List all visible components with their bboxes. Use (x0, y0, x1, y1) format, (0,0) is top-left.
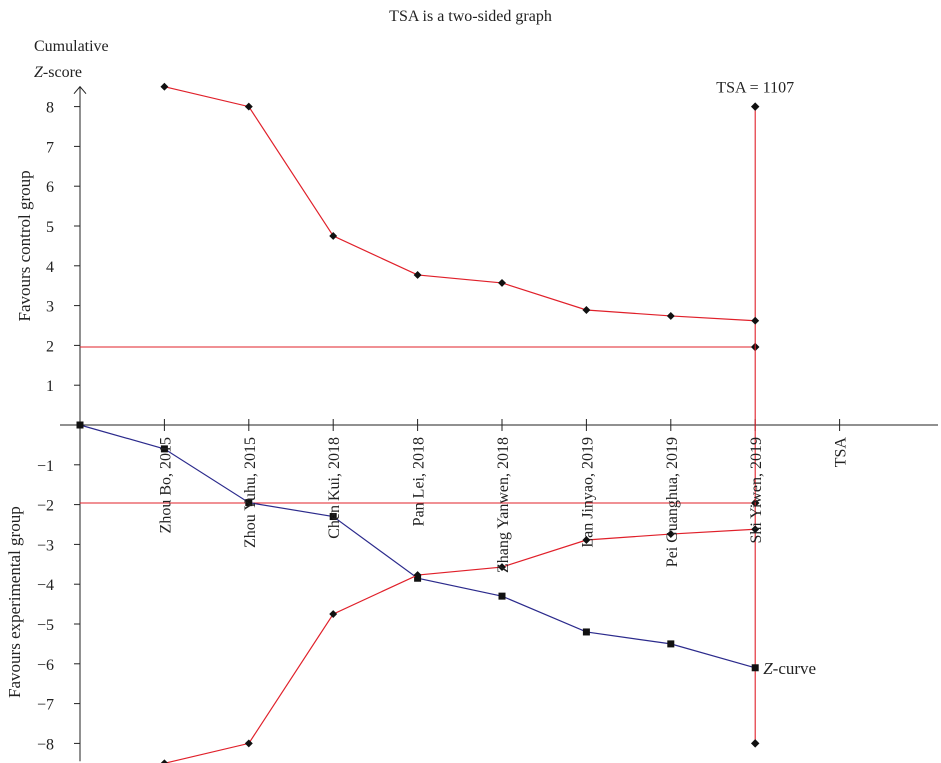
monitoring-boundary-line (164, 528, 756, 763)
y-tick-label: −8 (37, 736, 54, 753)
boundary-point (160, 82, 169, 91)
y-tick-label: −7 (37, 697, 54, 714)
y-tick-label: 2 (46, 338, 54, 355)
boundary-point (160, 759, 169, 763)
x-category-label: Lan Jinyao, 2019 (579, 437, 596, 548)
x-category-label: TSA (833, 437, 850, 468)
z-curve-point (329, 513, 337, 521)
boundary-point (413, 270, 422, 279)
y-tick-label: 6 (46, 179, 54, 196)
boundary-point (666, 311, 675, 320)
boundary-point (329, 610, 338, 619)
boundary-point (751, 316, 760, 325)
z-curve-point (751, 664, 759, 672)
x-category-label: Chen Kui, 2018 (326, 437, 343, 539)
y-tick-label: 8 (46, 100, 54, 117)
y-axis-lower-label: Favours experimental group (5, 506, 24, 698)
tsa-end-marker (750, 102, 760, 111)
boundary-point (244, 102, 253, 111)
y-tick-label: 3 (46, 299, 54, 316)
y-tick-label: −2 (37, 498, 54, 515)
boundary-point (582, 536, 591, 544)
boundary-point (244, 739, 253, 748)
y-tick-label: 4 (46, 259, 54, 276)
y-axis-top-label-line2: Z-score (34, 60, 109, 86)
tsa-label: TSA = 1107 (716, 80, 794, 97)
x-category-label: Zhou Yuhu, 2015 (242, 437, 259, 548)
z-curve-point (160, 445, 168, 453)
z-curve-point (582, 628, 590, 636)
y-tick-label: −6 (37, 657, 54, 674)
y-axis-top-label-line1: Cumulative (34, 38, 109, 55)
z-curve-label-rest: -curve (773, 659, 816, 678)
chart-title: TSA is a two-sided graph (389, 8, 552, 25)
x-category-label: Shi Yiwen, 2019 (748, 437, 765, 544)
y-axis-score-text: -score (42, 64, 82, 81)
y-tick-label: −5 (37, 617, 54, 634)
x-category-label: Pei Guanghua, 2019 (664, 437, 681, 567)
z-curve-point (667, 640, 675, 648)
z-curve-point (245, 499, 253, 507)
y-tick-label: 1 (46, 378, 54, 395)
monitoring-boundary-line (164, 86, 756, 322)
y-tick-label: 7 (46, 139, 54, 156)
x-category-label: Zhou Bo, 2015 (157, 437, 174, 533)
y-axis-top-label: Cumulative Z-score (34, 34, 109, 86)
y-tick-label: −4 (37, 577, 54, 594)
z-curve-label-italic: Z (763, 659, 773, 678)
boundary-point (498, 278, 506, 287)
y-tick-label: −1 (37, 458, 54, 475)
x-category-label: Pan Lei, 2018 (411, 437, 428, 526)
y-tick-label: 5 (46, 219, 54, 236)
y-axis-upper-label: Favours control group (15, 170, 34, 321)
x-category-label: Zhang Yanwen, 2018 (495, 437, 512, 573)
boundary-point (582, 306, 591, 314)
tsa-end-marker (750, 739, 760, 748)
z-curve-point (498, 592, 506, 600)
boundary-point (329, 231, 338, 240)
y-axis-z-italic: Z (34, 64, 43, 81)
boundary-point (498, 563, 506, 572)
z-curve-label: Z-curve (763, 659, 816, 678)
y-tick-label: −3 (37, 537, 54, 554)
y-axis-arrow (73, 85, 87, 95)
z-curve-point (76, 421, 84, 429)
